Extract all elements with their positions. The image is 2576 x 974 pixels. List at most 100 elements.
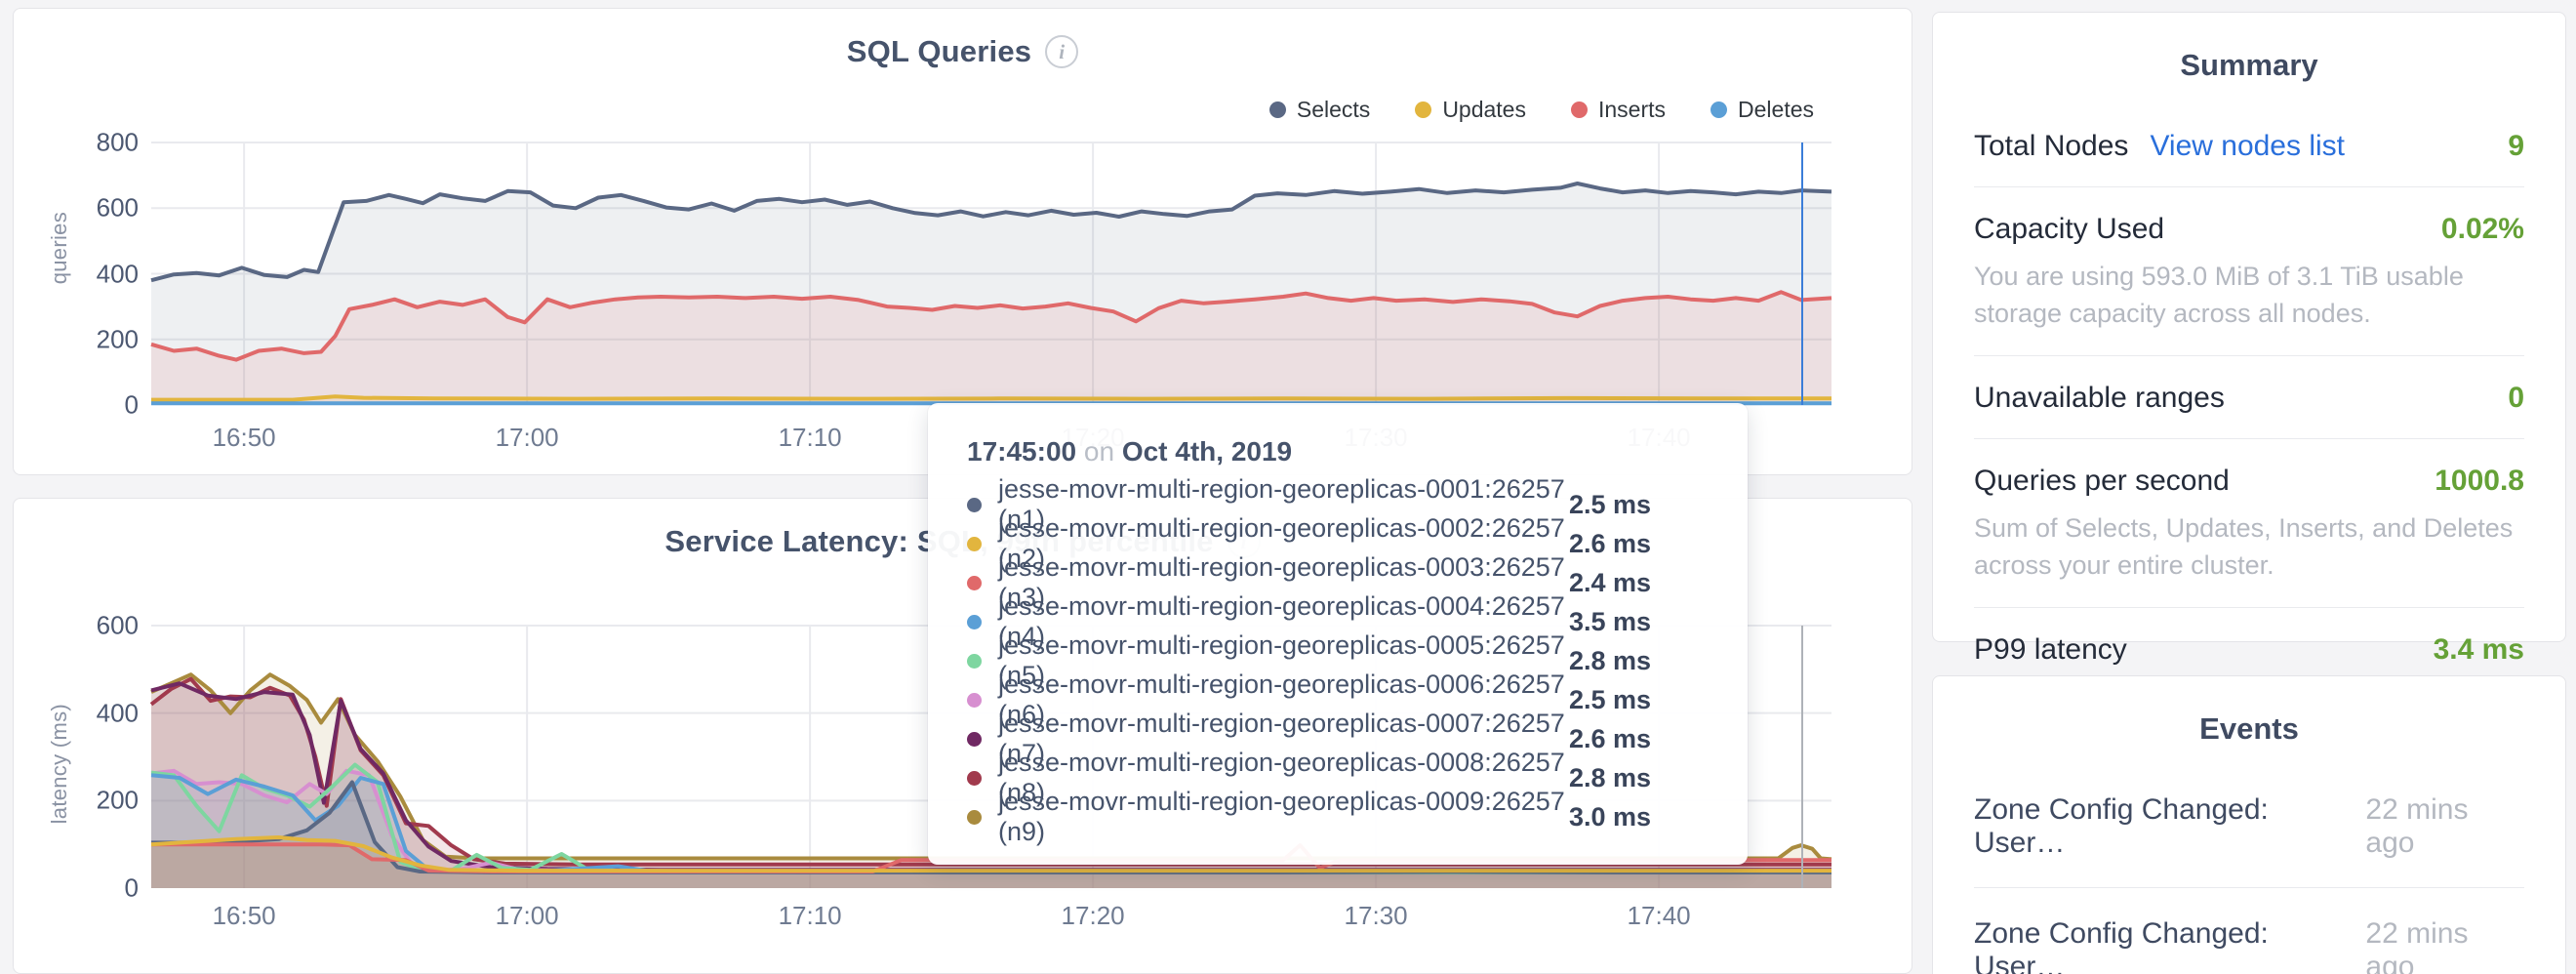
tooltip-row: jesse-movr-multi-region-georeplicas-0004… bbox=[967, 591, 1709, 651]
queries-per-second-value: 1000.8 bbox=[2435, 465, 2524, 497]
x-tick-label: 16:50 bbox=[212, 901, 276, 930]
view-nodes-list-link[interactable]: View nodes list bbox=[2150, 130, 2345, 162]
queries-per-second-label: Queries per second bbox=[1974, 465, 2230, 497]
node-name: jesse-movr-multi-region-georeplicas-0005… bbox=[998, 630, 1565, 690]
y-tick-label: 200 bbox=[96, 324, 139, 354]
capacity-used-label: Capacity Used bbox=[1974, 213, 2165, 245]
info-icon[interactable]: i bbox=[1045, 35, 1079, 68]
events-panel: Events Zone Config Changed: User… 22 mins… bbox=[1932, 675, 2566, 974]
series-color-dot bbox=[967, 536, 982, 551]
tooltip-row: jesse-movr-multi-region-georeplicas-0007… bbox=[967, 709, 1709, 768]
tooltip-date: Oct 4th, 2019 bbox=[1121, 436, 1293, 467]
legend-item-deletes[interactable]: Deletes bbox=[1711, 97, 1814, 123]
x-tick-label: 16:50 bbox=[212, 423, 276, 452]
event-time: 22 mins ago bbox=[2365, 917, 2469, 974]
node-name: jesse-movr-multi-region-georeplicas-0007… bbox=[998, 709, 1565, 768]
sql-queries-plot[interactable] bbox=[150, 142, 1832, 406]
node-name: jesse-movr-multi-region-georeplicas-0001… bbox=[998, 474, 1565, 534]
x-tick-label: 17:30 bbox=[1344, 901, 1408, 930]
tooltip-row: jesse-movr-multi-region-georeplicas-0005… bbox=[967, 630, 1709, 690]
x-tick-label: 17:00 bbox=[495, 423, 559, 452]
legend-label: Inserts bbox=[1597, 97, 1667, 122]
tooltip-timestamp: 17:45:00 on Oct 4th, 2019 bbox=[967, 436, 1709, 467]
sql-queries-chart-card: SQL Queries i Selects Updates Inserts Delet… bbox=[13, 8, 1912, 475]
hover-crosshair bbox=[1800, 626, 1803, 888]
series-color-dot bbox=[967, 575, 982, 590]
summary-title: Summary bbox=[2180, 48, 2318, 82]
tooltip-on: on bbox=[1083, 436, 1115, 467]
event-row[interactable]: Zone Config Changed: User… 22 mins ago bbox=[1974, 888, 2524, 974]
series-color-dot bbox=[967, 653, 982, 669]
tooltip-row: jesse-movr-multi-region-georeplicas-0001… bbox=[967, 474, 1709, 534]
legend-item-selects[interactable]: Selects bbox=[1268, 97, 1371, 123]
total-nodes-value: 9 bbox=[2508, 130, 2524, 162]
tooltip-time: 17:45:00 bbox=[967, 436, 1077, 467]
series-color-dot bbox=[967, 614, 982, 629]
y-tick-label: 800 bbox=[96, 127, 139, 157]
legend-dot bbox=[1711, 101, 1728, 118]
x-tick-label: 17:10 bbox=[778, 901, 842, 930]
summary-row-p99-latency: P99 latency 3.4 ms bbox=[1974, 608, 2524, 690]
queries-per-second-subtext: Sum of Selects, Updates, Inserts, and De… bbox=[1974, 513, 2514, 580]
series-line-n2 bbox=[150, 835, 1831, 873]
y-tick-label: 400 bbox=[96, 698, 139, 728]
node-latency-value: 2.6 ms bbox=[1569, 528, 1652, 558]
tooltip-row: jesse-movr-multi-region-georeplicas-0002… bbox=[967, 513, 1709, 573]
tooltip-row: jesse-movr-multi-region-georeplicas-0008… bbox=[967, 748, 1709, 807]
legend-dot bbox=[1268, 101, 1286, 118]
node-latency-value: 2.8 ms bbox=[1569, 645, 1652, 675]
y-tick-label: 200 bbox=[96, 785, 139, 815]
unavailable-ranges-label: Unavailable ranges bbox=[1974, 382, 2225, 414]
summary-row-queries-per-second: Queries per second 1000.8 Sum of Selects… bbox=[1974, 439, 2524, 608]
series-color-dot bbox=[967, 731, 982, 747]
node-latency-value: 3.0 ms bbox=[1569, 801, 1652, 832]
x-tick-label: 17:00 bbox=[495, 901, 559, 930]
tooltip-row: jesse-movr-multi-region-georeplicas-0003… bbox=[967, 552, 1709, 612]
node-name: jesse-movr-multi-region-georeplicas-0008… bbox=[998, 748, 1565, 807]
summary-row-total-nodes: Total Nodes View nodes list 9 bbox=[1974, 104, 2524, 187]
p99-latency-value: 3.4 ms bbox=[2433, 633, 2524, 666]
sql-queries-title: SQL Queries bbox=[846, 34, 1032, 68]
node-latency-value: 2.6 ms bbox=[1569, 723, 1652, 753]
legend-label: Deletes bbox=[1738, 97, 1814, 122]
summary-row-unavailable-ranges: Unavailable ranges 0 bbox=[1974, 356, 2524, 439]
capacity-used-subtext: You are using 593.0 MiB of 3.1 TiB usabl… bbox=[1974, 262, 2464, 328]
legend-item-updates[interactable]: Updates bbox=[1415, 97, 1526, 123]
series-line-updates bbox=[151, 394, 1831, 402]
event-time: 22 mins ago bbox=[2365, 793, 2469, 859]
events-title: Events bbox=[2199, 711, 2299, 746]
event-description[interactable]: Zone Config Changed: User… bbox=[1974, 793, 2269, 859]
sql-queries-legend: Selects Updates Inserts Deletes bbox=[1268, 97, 1814, 123]
node-name: jesse-movr-multi-region-georeplicas-0003… bbox=[998, 552, 1565, 612]
node-latency-value: 2.5 ms bbox=[1569, 684, 1652, 714]
node-latency-value: 2.8 ms bbox=[1569, 762, 1652, 792]
tooltip-rows: jesse-movr-multi-region-georeplicas-0001… bbox=[967, 474, 1709, 846]
legend-label: Selects bbox=[1296, 97, 1371, 122]
service-latency-plot[interactable] bbox=[149, 625, 1832, 888]
y-tick-label: 0 bbox=[124, 873, 139, 903]
legend-item-inserts[interactable]: Inserts bbox=[1570, 97, 1667, 123]
event-description[interactable]: Zone Config Changed: User… bbox=[1974, 917, 2269, 974]
node-name: jesse-movr-multi-region-georeplicas-0004… bbox=[998, 591, 1565, 651]
legend-dot bbox=[1570, 101, 1588, 118]
node-name: jesse-movr-multi-region-georeplicas-0009… bbox=[998, 787, 1565, 846]
summary-panel: Summary Total Nodes View nodes list 9 Ca… bbox=[1932, 12, 2566, 666]
series-line-inserts bbox=[150, 290, 1832, 362]
tooltip-row: jesse-movr-multi-region-georeplicas-0009… bbox=[967, 787, 1709, 846]
series-color-dot bbox=[967, 809, 982, 825]
series-color-dot bbox=[967, 692, 982, 708]
unavailable-ranges-value: 0 bbox=[2508, 382, 2524, 414]
summary-row-capacity-used: Capacity Used 0.02% You are using 593.0 … bbox=[1974, 187, 2524, 356]
y-tick-label: 600 bbox=[96, 192, 139, 223]
legend-label: Updates bbox=[1442, 97, 1526, 122]
legend-dot bbox=[1415, 101, 1432, 118]
node-name: jesse-movr-multi-region-georeplicas-0002… bbox=[998, 513, 1565, 573]
event-row[interactable]: Zone Config Changed: User… 22 mins ago bbox=[1974, 764, 2524, 888]
x-tick-label: 17:20 bbox=[1061, 901, 1125, 930]
node-name: jesse-movr-multi-region-georeplicas-0006… bbox=[998, 670, 1565, 729]
node-latency-value: 2.4 ms bbox=[1569, 567, 1652, 597]
chart-hover-tooltip: 17:45:00 on Oct 4th, 2019 jesse-movr-mul… bbox=[928, 403, 1748, 865]
x-tick-label: 17:40 bbox=[1627, 901, 1691, 930]
capacity-used-value: 0.02% bbox=[2440, 213, 2524, 245]
